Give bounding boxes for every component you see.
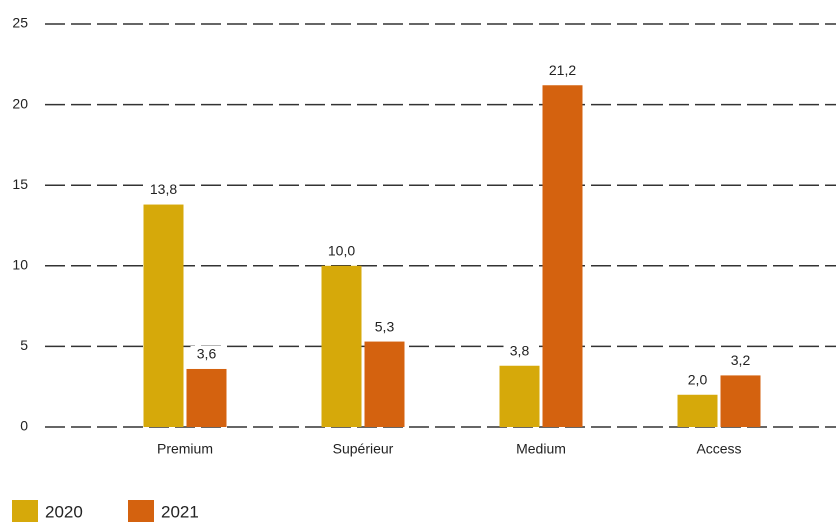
bar: [542, 85, 583, 428]
legend-label: 2021: [161, 502, 199, 521]
label-bg: [368, 318, 401, 337]
legend-swatch: [128, 500, 154, 522]
y-tick-label: 25: [12, 15, 28, 31]
value-label: 10,0: [328, 243, 355, 259]
y-tick-label: 5: [20, 337, 28, 353]
x-tick-label: Premium: [157, 441, 213, 457]
bar: [677, 394, 718, 427]
label-bg: [724, 352, 757, 371]
y-tick-label: 15: [12, 176, 28, 192]
x-tick-label: Medium: [516, 441, 566, 457]
bar: [364, 341, 405, 427]
legend-label: 2020: [45, 502, 83, 521]
bar: [143, 204, 184, 427]
bar: [499, 365, 540, 427]
label-bg: [190, 345, 223, 364]
label-bg: [147, 181, 180, 200]
value-label: 21,2: [549, 62, 576, 78]
value-label: 5,3: [375, 318, 395, 334]
y-tick-label: 20: [12, 95, 28, 111]
label-bg: [503, 342, 536, 361]
value-label: 13,8: [150, 181, 177, 197]
value-label: 2,0: [688, 371, 708, 387]
value-label: 3,6: [197, 346, 217, 362]
x-tick-label: Access: [696, 441, 741, 457]
y-tick-label: 0: [20, 418, 28, 434]
y-tick-label: 10: [12, 257, 28, 273]
value-label: 3,2: [731, 352, 751, 368]
label-bg: [681, 371, 714, 390]
value-label: 3,8: [510, 342, 530, 358]
label-bg: [546, 62, 579, 81]
x-tick-label: Supérieur: [333, 441, 394, 457]
label-bg: [325, 242, 358, 261]
bar: [186, 368, 227, 427]
bar: [321, 265, 362, 427]
legend-swatch: [12, 500, 38, 522]
bar: [720, 375, 761, 427]
